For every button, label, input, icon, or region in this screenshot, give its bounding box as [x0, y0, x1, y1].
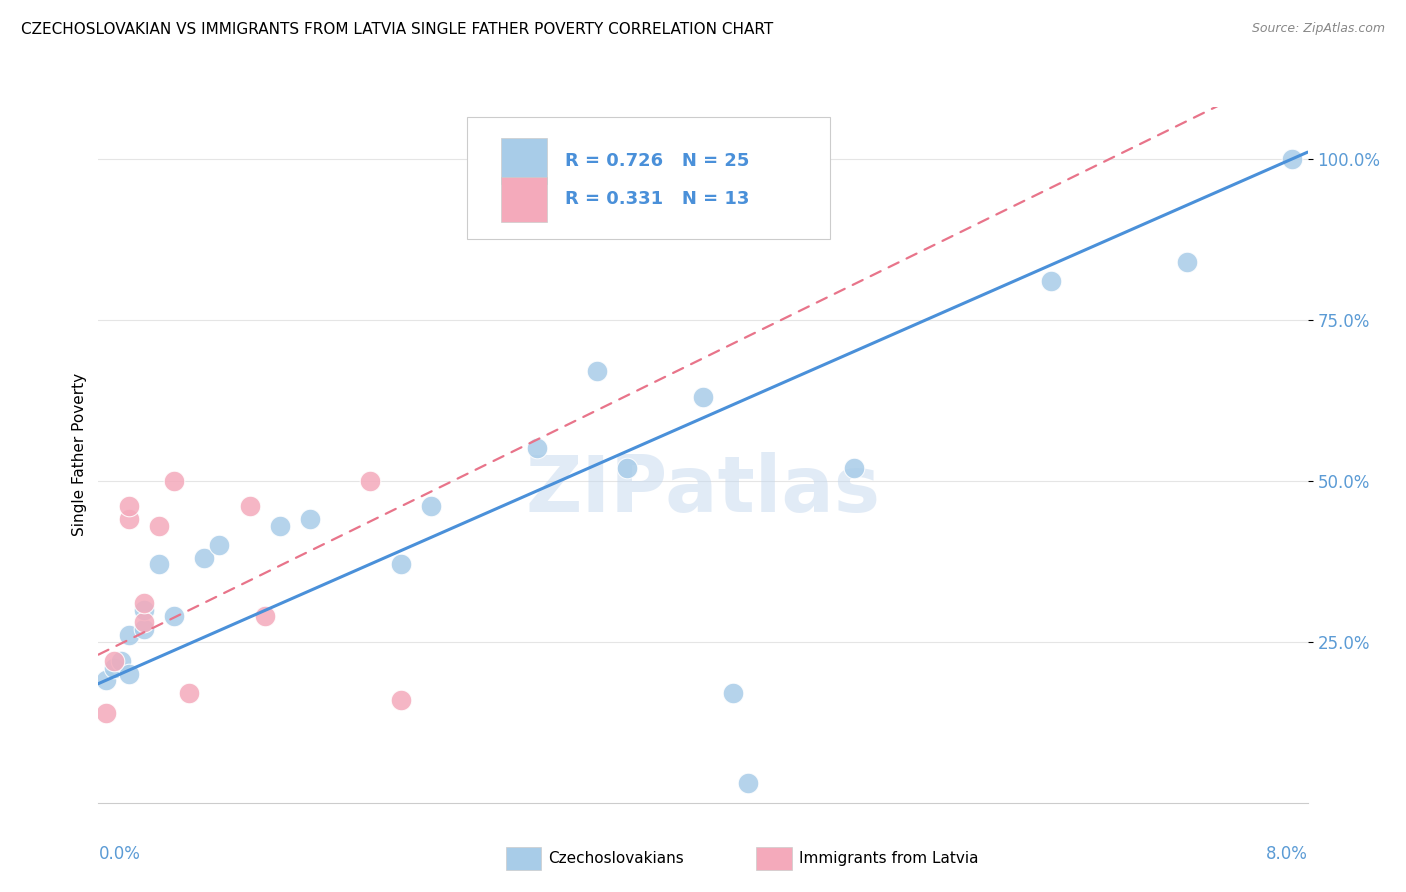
Y-axis label: Single Father Poverty: Single Father Poverty	[72, 374, 87, 536]
Point	[132, 602, 155, 616]
Text: 0.0%: 0.0%	[98, 845, 141, 863]
Text: CZECHOSLOVAKIAN VS IMMIGRANTS FROM LATVIA SINGLE FATHER POVERTY CORRELATION CHAR: CZECHOSLOVAKIAN VS IMMIGRANTS FROM LATVI…	[21, 22, 773, 37]
FancyBboxPatch shape	[501, 177, 547, 222]
Text: R = 0.726   N = 25: R = 0.726 N = 25	[565, 152, 749, 170]
Point	[419, 500, 441, 514]
Point	[118, 500, 141, 514]
Point	[148, 558, 170, 572]
Point	[163, 609, 186, 624]
Point	[118, 667, 141, 681]
Point	[299, 512, 322, 526]
Point	[1281, 152, 1303, 166]
Text: Source: ZipAtlas.com: Source: ZipAtlas.com	[1251, 22, 1385, 36]
Point	[239, 500, 262, 514]
Point	[103, 654, 125, 668]
Text: Immigrants from Latvia: Immigrants from Latvia	[799, 852, 979, 866]
Point	[110, 654, 132, 668]
Point	[118, 628, 141, 642]
Point	[586, 364, 609, 378]
Point	[132, 596, 155, 610]
Point	[692, 390, 714, 404]
Point	[103, 660, 125, 674]
Point	[723, 686, 745, 700]
Point	[193, 551, 215, 566]
Point	[253, 609, 276, 624]
Point	[132, 622, 155, 636]
Point	[118, 512, 141, 526]
Point	[526, 442, 548, 456]
FancyBboxPatch shape	[467, 118, 830, 239]
Text: 8.0%: 8.0%	[1265, 845, 1308, 863]
Point	[1039, 274, 1062, 288]
Point	[1175, 254, 1198, 268]
Point	[179, 686, 201, 700]
Point	[269, 518, 291, 533]
Point	[616, 460, 638, 475]
Text: Czechoslovakians: Czechoslovakians	[548, 852, 685, 866]
Text: ZIPatlas: ZIPatlas	[526, 451, 880, 528]
Point	[163, 474, 186, 488]
Point	[148, 518, 170, 533]
Point	[94, 673, 117, 688]
Point	[94, 706, 117, 720]
Point	[389, 558, 412, 572]
Point	[844, 460, 866, 475]
Text: R = 0.331   N = 13: R = 0.331 N = 13	[565, 190, 749, 208]
Point	[208, 538, 231, 552]
Point	[389, 692, 412, 706]
FancyBboxPatch shape	[501, 138, 547, 184]
Point	[132, 615, 155, 630]
Point	[359, 474, 381, 488]
Point	[737, 776, 759, 790]
